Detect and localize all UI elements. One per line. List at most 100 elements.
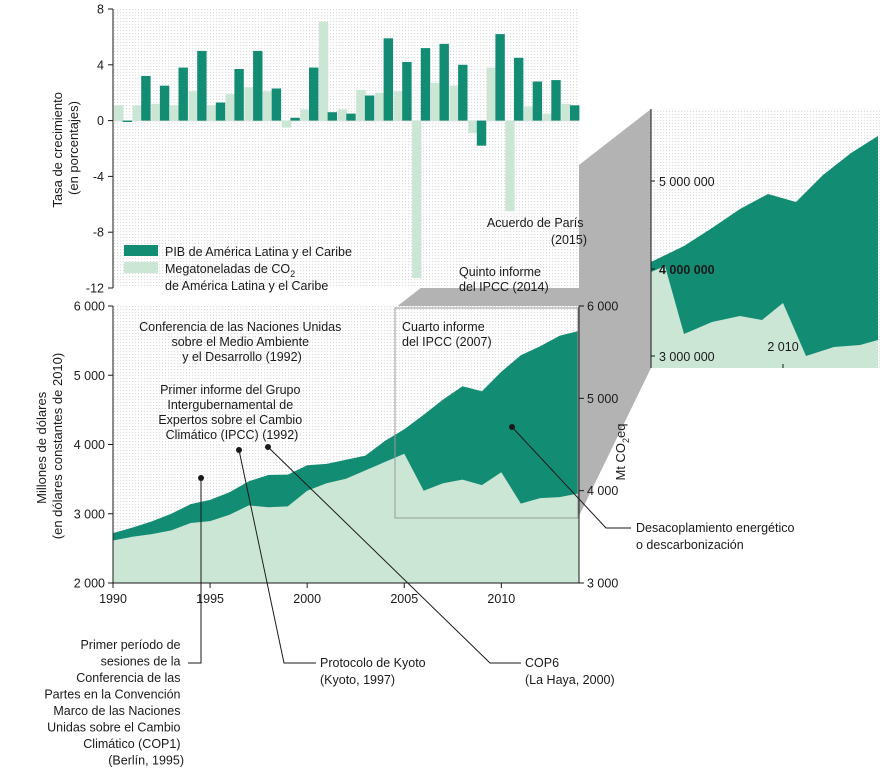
co2-bar-1999 [281,120,292,128]
left-y-tick-label: 3 000 [74,507,105,521]
co2-bar-2007 [430,82,441,121]
inset-co2-area [651,266,878,368]
left-y-tick-label: 5 000 [74,369,105,383]
legend-co2-subscript: 2 [290,269,295,279]
right-y-tick-label: 3 000 [587,577,618,591]
co2-bar-1996 [225,94,236,121]
right-y-tick-label: 5 000 [587,392,618,406]
x-tick-label: 2005 [390,592,418,606]
co2-bar-2003 [356,89,366,121]
left-y-tick-label: 6 000 [74,300,105,314]
gdp-bar-2001 [327,112,337,121]
right-ylabel-subscript: 2 [621,438,631,443]
co2-bar-2005 [393,91,403,121]
leader-kyoto [238,449,316,664]
legend-swatch-co2 [124,262,158,273]
gdp-bar-2014 [570,105,580,121]
inset-tick-3000000: 3 000 000 [659,350,715,364]
co2-area [113,453,579,583]
inset-tick-4000000: 4 000 000 [659,263,715,277]
co2-bar-1997 [244,87,254,121]
bar-legend: PIB de América Latina y el Caribe Megato… [124,245,352,293]
gdp-bar-2006 [420,48,431,121]
right-ylabel-text: Mt CO [613,443,628,481]
bar-y-tick-label: 8 [97,3,104,17]
co2-bar-2011 [505,120,515,212]
co2-bar-2006 [412,120,422,279]
gdp-bar-2009 [476,120,487,146]
co2-bar-2010 [486,67,497,121]
marker-kyoto [236,447,242,453]
right-y-tick-label: 4 000 [587,484,618,498]
co2-bar-2001 [318,21,329,121]
legend-label-co2-line-2: de América Latina y el Caribe [165,279,328,293]
bar-y-tick-label: 0 [97,114,104,128]
co2-bar-1994 [188,91,198,121]
leader-cop1 [188,478,202,664]
marker-cop1 [198,475,204,481]
co2-bar-2000 [300,109,310,121]
gdp-bar-2008 [458,64,468,121]
co2-bar-2014 [561,103,571,121]
bar-y-tick-label: -4 [93,170,104,184]
x-tick-label: 1990 [99,592,127,606]
marker-decoupling [509,424,515,430]
annotation-cop6: COP6 (La Haya, 2000) [525,656,615,687]
gdp-bar-1993 [178,67,188,121]
leader-cop6 [267,446,521,664]
left-y-tick-label: 4 000 [74,438,105,452]
gdp-bar-2012 [532,81,543,121]
x-tick-label: 2000 [293,592,321,606]
gdp-bar-1995 [215,102,226,121]
left-ylabel-line-1: Millones de dólares [34,391,49,504]
left-y-tick-label: 2 000 [74,577,105,591]
annotation-decoupling: Desacoplamiento energético o descarboniz… [636,521,798,552]
legend-swatch-gdp [124,245,158,256]
bar-y-tick-label: -12 [86,282,104,296]
x-tick-label: 1995 [196,592,224,606]
co2-bar-2009 [468,120,478,134]
co2-bar-1993 [169,105,180,121]
co2-bar-1991 [132,105,142,121]
zoom-region-box [394,307,579,519]
annotation-paris: Acuerdo de París (2015) [487,216,587,247]
co2-bar-1990 [113,105,124,121]
gdp-bar-1999 [290,117,300,121]
gdp-bar-1998 [271,88,282,121]
gdp-bar-1991 [141,76,151,121]
legend-co2-text: Megatoneladas de CO [165,262,290,276]
right-y-tick-label: 6 000 [587,300,618,314]
gdp-bar-2003 [364,95,375,121]
inset-tick-5000000: 5 000 000 [659,175,715,189]
gdp-bar-2011 [514,57,524,121]
legend-label-gdp: PIB de América Latina y el Caribe [165,245,352,259]
annotation-ipcc-fifth: Quinto informe del IPCC (2014) [459,265,549,294]
bar-ylabel-line-1: Tasa de crecimiento [50,92,65,208]
co2-bar-1995 [207,105,217,121]
gdp-bar-2000 [309,67,319,121]
legend-label-co2: Megatoneladas de CO2 [165,262,295,279]
annotation-kyoto: Protocolo de Kyoto (Kyoto, 1997) [320,656,429,687]
left-ylabel-line-2: (en dólares constantes de 2010) [50,353,65,539]
growth-bar-chart: 8 4 0 -4 -8 -12 Tasa de crecimiento (en porce… [50,3,580,296]
gdp-bar-2005 [402,62,412,121]
gdp-bar-2010 [495,34,505,121]
bar-ylabel-line-2: (en porcentajes) [66,101,81,195]
co2-bar-2013 [542,113,552,121]
co2-bar-2008 [449,85,459,121]
area-left-y-label: Millones de dólares (en dólares constant… [34,353,65,539]
gdp-bar-2004 [383,38,393,121]
zoom-inset: 5 000 000 4 000 000 3 000 000 2 010 [650,109,880,368]
gdp-bar-1997 [253,50,263,121]
gdp-bar-1990 [122,120,132,122]
co2-bar-2012 [524,106,534,121]
leader-lines [188,426,631,664]
co2-bar-2004 [374,92,385,121]
gdp-bar-1994 [197,50,207,121]
gdp-bar-1996 [234,69,244,121]
area-right-y-label: Mt CO2eq [613,423,631,480]
x-tick-label: 2010 [487,592,515,606]
bar-y-tick-label: -8 [93,226,104,240]
